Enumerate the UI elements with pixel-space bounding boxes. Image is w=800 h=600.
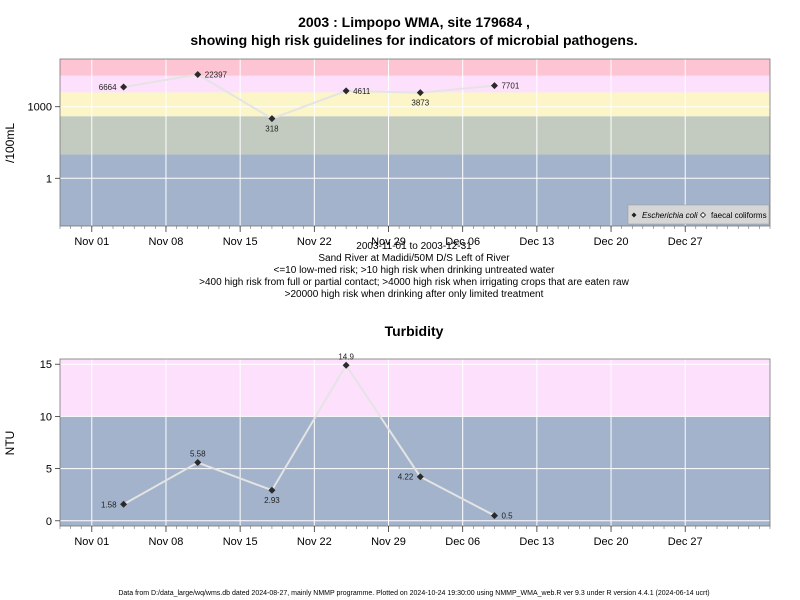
x-tick-label: Dec 20 <box>594 536 629 548</box>
y-tick-label: 1 <box>46 173 52 185</box>
legend-faecal-marker <box>699 211 707 219</box>
legend-faecal-label: faecal coliforms <box>711 211 767 220</box>
legend-box <box>627 204 770 225</box>
x-tick-label: Nov 15 <box>223 536 258 548</box>
chart-subtitle: showing high risk guidelines for indicat… <box>190 32 637 48</box>
y-axis-label-turbidity: NTU <box>3 431 17 456</box>
x-tick-label: Nov 08 <box>149 236 184 248</box>
legend: Escherichia coli faecal coliforms <box>627 204 770 225</box>
data-point <box>120 500 128 508</box>
chart-title: 2003 : Limpopo WMA, site 179684 , <box>298 14 530 30</box>
data-label: 1.58 <box>101 500 117 509</box>
x-tick-label: Nov 08 <box>149 536 184 548</box>
data-label: 6664 <box>99 83 117 92</box>
x-tick-label: Dec 27 <box>668 536 703 548</box>
data-label: 14.9 <box>338 352 354 361</box>
data-label: 4.22 <box>398 473 414 482</box>
y-tick-label: 15 <box>40 359 52 371</box>
panel-microbial: Nov 01 Nov 08 Nov 15 Nov 22 Nov 29 Dec 06 Dec … <box>3 58 771 300</box>
x-tick-label: Dec 13 <box>519 236 554 248</box>
data-point <box>416 89 424 97</box>
y-tick-label: 5 <box>46 464 52 476</box>
caption-line-guideline-1: <=10 low-med risk; >10 high risk when dr… <box>274 265 556 276</box>
data-point <box>120 83 128 91</box>
panel-turbidity: Nov 01 Nov 08 Nov 15 Nov 22 Nov 29 Dec 06 Dec … <box>3 352 771 548</box>
data-point <box>268 486 276 494</box>
caption-line-site: Sand River at Madidi/50M D/S Left of Riv… <box>318 253 510 264</box>
risk-band-4 <box>60 59 770 76</box>
caption-line-date-range: 2003-11-01 to 2003-12-31 <box>356 241 472 252</box>
risk-band-0 <box>60 416 770 526</box>
data-point <box>342 361 350 369</box>
panel-microbial-frame <box>59 58 771 227</box>
data-point <box>268 115 276 123</box>
legend-ecoli-marker <box>631 212 637 218</box>
x-tick-label: Dec 13 <box>519 536 554 548</box>
data-point <box>342 87 350 95</box>
series-line <box>123 73 495 120</box>
risk-band-1 <box>60 116 770 155</box>
x-tick-label: Nov 29 <box>371 236 406 248</box>
data-point <box>490 82 498 90</box>
risk-band-3 <box>60 75 770 93</box>
data-point <box>194 459 202 467</box>
legend-ecoli-label: Escherichia coli <box>642 211 698 220</box>
data-point <box>416 473 424 481</box>
x-tick-label: Nov 29 <box>371 536 406 548</box>
data-label: 2.93 <box>264 496 280 505</box>
caption-line-guideline-3: >20000 high risk when drinking after onl… <box>285 289 544 300</box>
x-tick-label: Dec 27 <box>668 236 703 248</box>
data-label: 7701 <box>501 82 519 91</box>
data-label: 4611 <box>353 87 371 96</box>
data-label: 5.58 <box>190 450 206 459</box>
panel-turbidity-frame <box>59 358 771 527</box>
data-label: 318 <box>265 125 279 134</box>
data-label: 22397 <box>205 71 228 80</box>
y-axis-label-microbial: /100mL <box>3 123 17 163</box>
turbidity-title: Turbidity <box>385 323 444 339</box>
y-tick-label: 1000 <box>28 102 52 114</box>
caption-line-guideline-2: >400 high risk from full or partial cont… <box>199 277 629 288</box>
x-tick-label: Nov 01 <box>74 536 109 548</box>
y-tick-label: 0 <box>46 516 52 528</box>
x-tick-label: Nov 22 <box>297 236 332 248</box>
x-tick-label: Nov 22 <box>297 536 332 548</box>
series-line <box>123 363 495 517</box>
data-point <box>194 71 202 79</box>
risk-band-1 <box>60 359 770 417</box>
x-tick-label: Nov 15 <box>223 236 258 248</box>
x-tick-label: Dec 06 <box>445 536 480 548</box>
footer-note: Data from D:/data_large/wq/wms.db dated … <box>118 590 709 597</box>
data-label: 0.5 <box>501 512 513 521</box>
data-point <box>490 512 498 520</box>
y-tick-label: 10 <box>40 411 52 423</box>
x-tick-label: Nov 01 <box>74 236 109 248</box>
x-tick-label: Dec 20 <box>594 236 629 248</box>
data-label: 3873 <box>411 99 429 108</box>
x-tick-label: Dec 06 <box>445 236 480 248</box>
